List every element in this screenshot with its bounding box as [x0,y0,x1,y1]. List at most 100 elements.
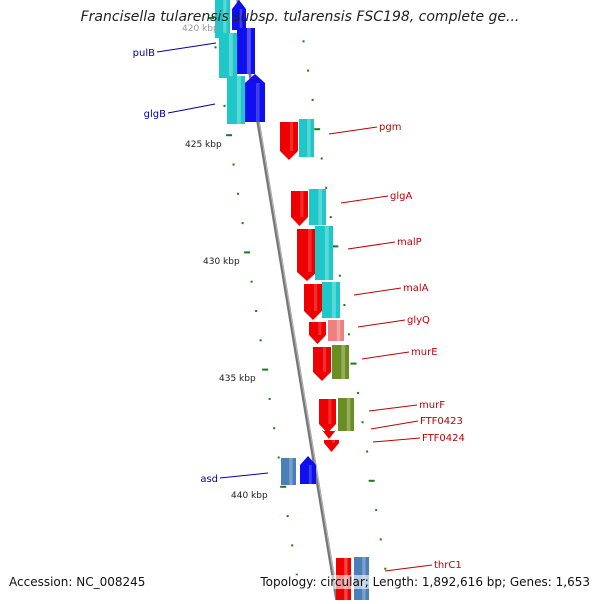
page-title: Francisella tularensis subsp. tularensis… [80,9,520,25]
leader-line-murf [368,404,418,412]
red-arrow-malp [297,229,317,281]
leader-line-pgm [328,126,378,135]
cyan-block-malp-shape [315,226,333,280]
cyan-block-3 [227,76,245,124]
gene-label-glyq: glyQ [407,315,430,326]
red-arrow-pgm-shine [289,122,294,151]
blue-arrow-3-shine [256,83,260,122]
steel-block-asd [281,458,296,485]
blue-arrow-asd [300,456,316,484]
axis-label-435-kbp: 435 kbp [219,374,256,384]
cyan-block-2-shine [228,33,233,78]
red-arrow-murf-shine [328,399,332,424]
blue-arrow-3 [245,74,265,122]
olive-block-murf-shape [338,398,354,431]
axis-label-440-kbp: 440 kbp [231,491,268,501]
axis-label-425-kbp: 425 kbp [185,140,222,150]
red-arrow-glga [291,191,308,226]
red-arrow-pgm-shape [280,122,298,160]
cyan-block-3-shine [236,76,241,124]
steel-block-asd-shape [281,458,296,485]
gene-label-malp: malP [397,237,422,248]
red-arrow-malp-shape [297,229,317,281]
blue-arrow-1-shine [239,9,243,30]
gene-label-ftf0424: FTF0424 [422,433,465,444]
axis-labels: 420 kbp 425 kbp 430 kbp 435 kbp 440 kbp [182,24,268,501]
gene-label-murf: murF [419,400,445,411]
blue-block-2-shine [246,28,251,74]
leader-line-ftf0423 [370,420,419,430]
leader-line-ftf0424 [372,437,421,443]
olive-block-mure-shape [332,345,349,379]
gene-label-mala: malA [403,283,429,294]
pink-block-glyq-shine [336,320,341,341]
red-arrow-mala [304,284,322,320]
cyan-block-mala [322,282,340,318]
red-arrow-glga-shine [300,191,304,217]
blue-block-2 [237,28,255,74]
red-arrow-ftf0424 [324,440,339,452]
blue-arrow-1-shape [232,0,246,30]
red-arrow-murf [319,399,336,433]
red-arrow-mala-shape [304,284,322,320]
red-arrow-ftf0423 [322,430,336,439]
blue-arrow-3-shape [245,74,265,122]
gene-label-ftf0423: FTF0423 [420,416,463,427]
cyan-block-1-shape [215,0,230,38]
cyan-block-3-shape [227,76,245,124]
red-arrow-ftf0423-shape [322,430,336,439]
leader-line-pulb [156,42,217,53]
red-arrow-glga-shape [291,191,308,226]
gene-label-pulb: pulB [133,48,155,59]
pink-block-glyq [328,320,344,341]
pink-block-glyq-shape [328,320,344,341]
blue-arrow-asd-shape [300,456,316,484]
cyan-block-2-shape [219,33,237,78]
gene-features [215,0,369,600]
gene-label-thrc1: thrC1 [434,560,462,571]
olive-block-murf [338,398,354,431]
axis-label-420-kbp: 420 kbp [182,24,219,34]
cyan-block-mala-shape [322,282,340,318]
olive-block-murf-shine [346,398,351,431]
leader-line-mala [353,287,402,296]
gene-label-pgm: pgm [379,122,401,133]
red-arrow-malp-shine [308,229,312,272]
cyan-block-pgm-shape [299,119,314,157]
genome-summary-text: Topology: circular; Length: 1,892,616 bp… [260,575,590,589]
cyan-block-pgm-shine [307,119,311,157]
steel-block-asd-shine [289,458,293,485]
leader-line-thrc1 [384,564,433,572]
red-arrow-ftf0424-shape [324,440,339,452]
olive-block-mure-shine [341,345,346,379]
cyan-block-1 [215,0,230,38]
leader-line-glga [340,195,389,204]
blue-arrow-asd-shine [308,465,312,484]
leader-line-glgb [167,103,216,114]
blue-arrow-1 [232,0,246,30]
red-arrow-mala-shine [313,284,318,311]
accession-text: Accession: NC_008245 [9,575,146,589]
gene-label-mure: murE [411,347,438,358]
leader-line-mure [361,351,410,360]
cyan-block-2 [219,33,237,78]
red-arrow-mure-shape [313,347,331,381]
cyan-block-glga-shape [309,189,326,225]
leader-line-glyq [357,319,406,328]
cyan-block-malp [315,226,333,280]
cyan-block-glga [309,189,326,225]
leader-line-malp [347,241,396,250]
cyan-block-glga-shine [318,189,323,225]
red-arrow-murf-shape [319,399,336,433]
gene-label-glga: glgA [390,191,412,202]
blue-block-2-shape [237,28,255,74]
olive-block-mure [332,345,349,379]
cyan-block-pgm [299,119,314,157]
red-arrow-glyq-shape [309,322,326,344]
leader-line-asd [219,472,269,479]
cyan-block-malp-shine [324,226,329,280]
cyan-block-1-shine [223,0,227,38]
gene-label-glgb: glgB [144,109,166,120]
